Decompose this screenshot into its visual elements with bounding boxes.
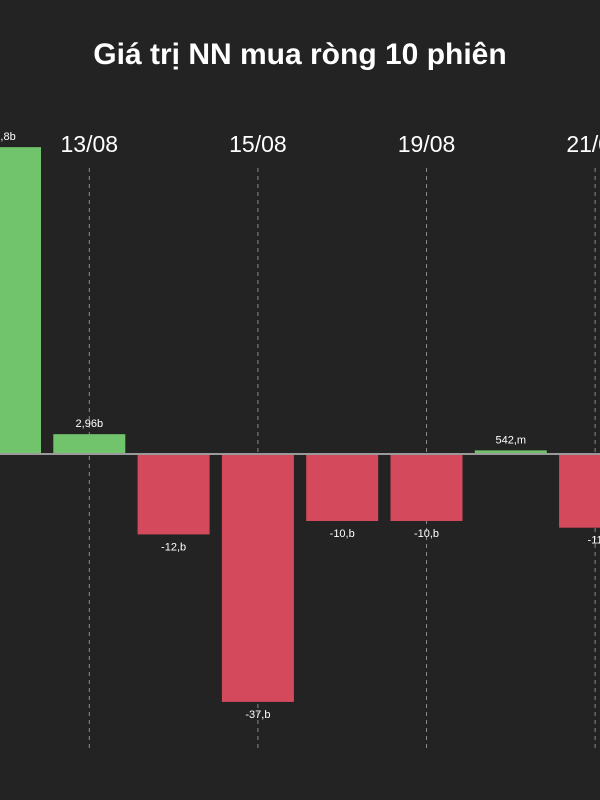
- data-label: 2,96b: [76, 418, 104, 430]
- x-tick-label: 21/08: [566, 131, 600, 157]
- bar: [306, 454, 379, 521]
- data-label: -37,b: [245, 709, 270, 721]
- data-label: -11: [588, 535, 600, 547]
- chart-title: Giá trị NN mua ròng 10 phiên: [93, 38, 507, 71]
- bar: [221, 454, 294, 702]
- bar: [474, 450, 547, 454]
- data-label: 542,m: [496, 434, 527, 446]
- bar: [0, 147, 41, 454]
- data-label: -10,b: [414, 528, 439, 540]
- bar: [390, 454, 463, 521]
- x-tick-label: 19/08: [398, 131, 456, 157]
- bar: [559, 454, 600, 528]
- data-label: -12,b: [161, 541, 186, 553]
- bar: [137, 454, 210, 535]
- data-label: -10,b: [330, 528, 355, 540]
- x-tick-label: 15/08: [229, 131, 287, 157]
- data-label: 5,8b: [0, 131, 16, 143]
- bar: [53, 434, 126, 454]
- x-tick-label: 13/08: [61, 131, 119, 157]
